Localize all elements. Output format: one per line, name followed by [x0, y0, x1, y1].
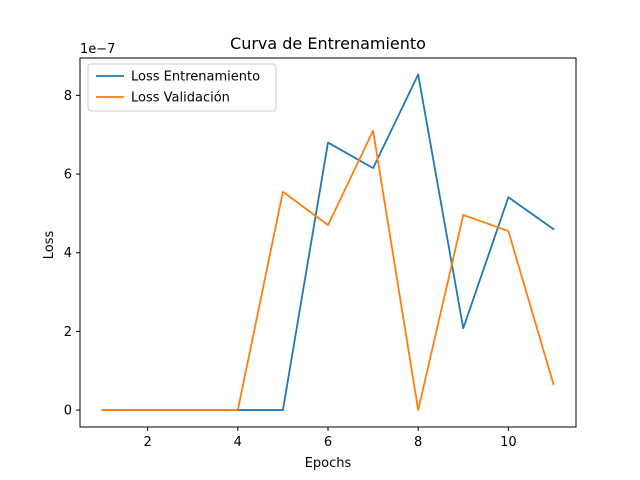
- y-tick-label: 2: [64, 325, 72, 340]
- y-tick-label: 8: [64, 89, 72, 104]
- legend-box: [87, 63, 277, 112]
- legend-label-1: Loss Entrenamiento: [131, 70, 260, 85]
- x-axis-label: Epochs: [305, 456, 352, 471]
- y-axis-label: Loss: [42, 231, 57, 260]
- y-tick-label: 0: [64, 404, 72, 419]
- x-tick-label: 6: [324, 435, 332, 450]
- series-line-2: [101, 129, 555, 411]
- y-tick-label: 6: [64, 168, 72, 183]
- chart-title: Curva de Entrenamiento: [230, 34, 426, 53]
- legend: Loss Entrenamiento Loss Validación: [87, 63, 277, 112]
- x-tick-label: 10: [500, 435, 517, 450]
- legend-label-2: Loss Validación: [131, 91, 230, 106]
- plot-area: [101, 73, 555, 411]
- x-tick-label: 4: [234, 435, 242, 450]
- x-tick-label: 8: [414, 435, 422, 450]
- y-tick-label: 4: [64, 246, 72, 261]
- x-tick-label: 2: [143, 435, 151, 450]
- y-axis-offset-label: 1e−7: [80, 42, 115, 57]
- axes: 2 4 6 8 10 0 2 4 6 8: [64, 57, 577, 450]
